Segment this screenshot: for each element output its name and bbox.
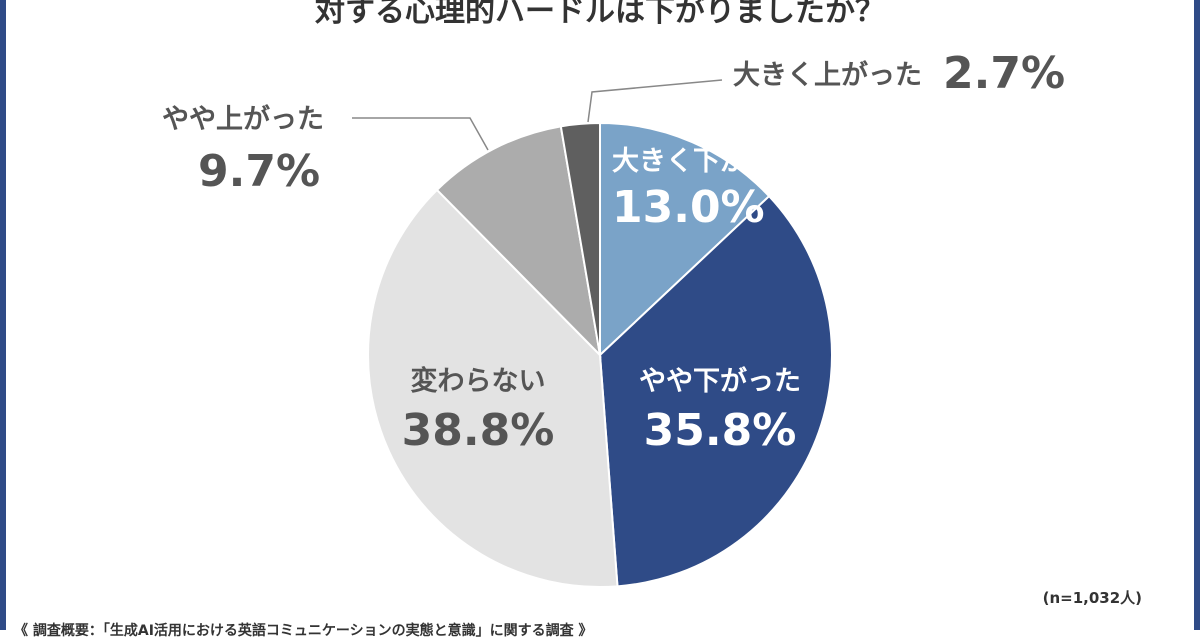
value-slight-decrease: 35.8% [644,405,797,456]
slice-slight-decrease [598,194,833,588]
survey-footer: 《 調査概要：「生成AI活用における英語コミュニケーションの実態と意識」に関する… [14,623,593,639]
chart-title: 対する心理的ハードルは下がりましたか？ [315,0,885,29]
slice-no-change [367,188,619,588]
label-slight-decrease: やや下がった [639,365,801,397]
label-slight-increase: やや上がった [162,103,324,135]
value-large-increase: 2.7% [943,48,1065,99]
value-slight-increase: 9.7% [198,146,320,197]
label-large-decrease: 大きく下がった [612,145,801,177]
value-large-decrease: 13.0% [612,182,765,233]
label-large-increase: 大きく上がった [733,59,922,91]
sample-size-note: (n=1,032人) [1042,589,1142,607]
leader-line-large-increase [587,79,723,123]
label-no-change: 変わらない [411,365,546,397]
leader-line-slight-increase [352,117,489,151]
slice-large-increase [559,121,601,356]
slice-large-decrease [599,121,771,358]
value-no-change: 38.8% [402,405,555,456]
slice-slight-increase [435,125,602,358]
